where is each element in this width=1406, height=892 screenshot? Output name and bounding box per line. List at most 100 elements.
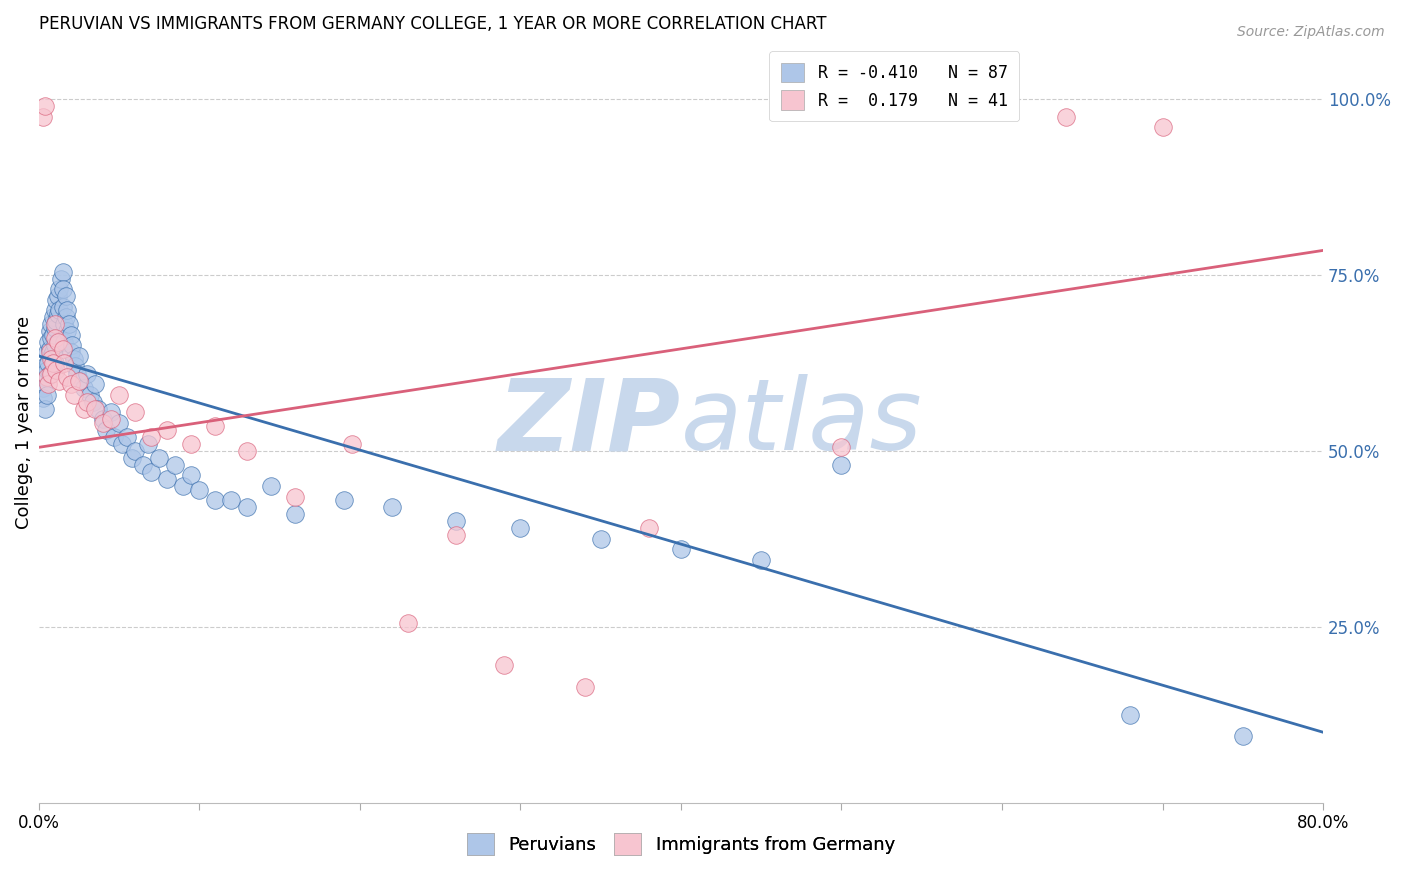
Point [139, 465, 162, 479]
Point [55, 310, 77, 325]
Point [124, 443, 146, 458]
Point [91, 412, 114, 426]
Point [260, 479, 283, 493]
Point [35, 370, 58, 384]
Point [38, 345, 60, 359]
Point [52, 342, 75, 356]
Point [41, 331, 63, 345]
Point [396, 616, 419, 631]
Point [48, 303, 70, 318]
Point [669, 542, 692, 557]
Point [38, 324, 60, 338]
Point [156, 423, 179, 437]
Point [65, 359, 87, 374]
Text: ZIP: ZIP [498, 375, 681, 471]
Point [444, 528, 467, 542]
Point [749, 553, 772, 567]
Point [48, 374, 70, 388]
Point [219, 493, 242, 508]
Point [589, 532, 612, 546]
Point [156, 472, 179, 486]
Point [59, 345, 82, 359]
Point [45, 363, 67, 377]
Point [42, 327, 65, 342]
Point [37, 356, 59, 370]
Point [830, 441, 852, 455]
Point [236, 443, 259, 458]
Point [204, 493, 226, 508]
Point [1119, 707, 1142, 722]
Point [42, 356, 65, 370]
Point [46, 289, 69, 303]
Point [72, 401, 94, 416]
Point [63, 387, 86, 401]
Point [94, 423, 117, 437]
Point [100, 405, 122, 419]
Point [31, 370, 53, 384]
Point [49, 271, 72, 285]
Point [46, 307, 69, 321]
Point [284, 490, 307, 504]
Point [38, 342, 60, 356]
Point [83, 377, 105, 392]
Point [44, 320, 66, 334]
Point [574, 680, 596, 694]
Point [69, 374, 91, 388]
Point [236, 500, 259, 515]
Point [44, 356, 66, 370]
Point [1232, 729, 1254, 743]
Point [55, 289, 77, 303]
Text: PERUVIAN VS IMMIGRANTS FROM GERMANY COLLEGE, 1 YEAR OR MORE CORRELATION CHART: PERUVIAN VS IMMIGRANTS FROM GERMANY COLL… [38, 15, 827, 33]
Point [34, 401, 56, 416]
Point [52, 300, 75, 314]
Point [60, 338, 83, 352]
Point [115, 430, 138, 444]
Point [44, 331, 66, 345]
Point [32, 391, 55, 405]
Point [48, 282, 70, 296]
Point [53, 334, 76, 349]
Point [67, 374, 90, 388]
Point [42, 345, 65, 359]
Point [34, 99, 56, 113]
Point [108, 387, 131, 401]
Point [494, 658, 516, 673]
Point [1152, 120, 1174, 135]
Point [76, 394, 98, 409]
Y-axis label: College, 1 year or more: College, 1 year or more [15, 316, 32, 529]
Point [45, 314, 67, 328]
Point [1054, 110, 1077, 124]
Point [35, 387, 58, 401]
Point [830, 458, 852, 472]
Point [37, 334, 59, 349]
Point [52, 264, 75, 278]
Point [63, 352, 86, 367]
Point [45, 293, 67, 307]
Point [284, 507, 307, 521]
Point [44, 318, 66, 332]
Point [67, 349, 90, 363]
Text: Source: ZipAtlas.com: Source: ZipAtlas.com [1237, 25, 1385, 39]
Point [91, 416, 114, 430]
Point [132, 458, 155, 472]
Point [148, 450, 170, 465]
Point [111, 437, 134, 451]
Point [52, 282, 75, 296]
Point [637, 521, 659, 535]
Point [53, 356, 76, 370]
Point [180, 468, 202, 483]
Point [37, 377, 59, 392]
Point [34, 359, 56, 374]
Point [108, 416, 131, 430]
Point [332, 493, 354, 508]
Point [136, 437, 159, 451]
Point [509, 521, 531, 535]
Point [82, 394, 104, 409]
Point [59, 327, 82, 342]
Point [58, 318, 80, 332]
Point [32, 110, 55, 124]
Point [444, 514, 467, 528]
Point [41, 318, 63, 332]
Point [66, 367, 89, 381]
Point [139, 430, 162, 444]
